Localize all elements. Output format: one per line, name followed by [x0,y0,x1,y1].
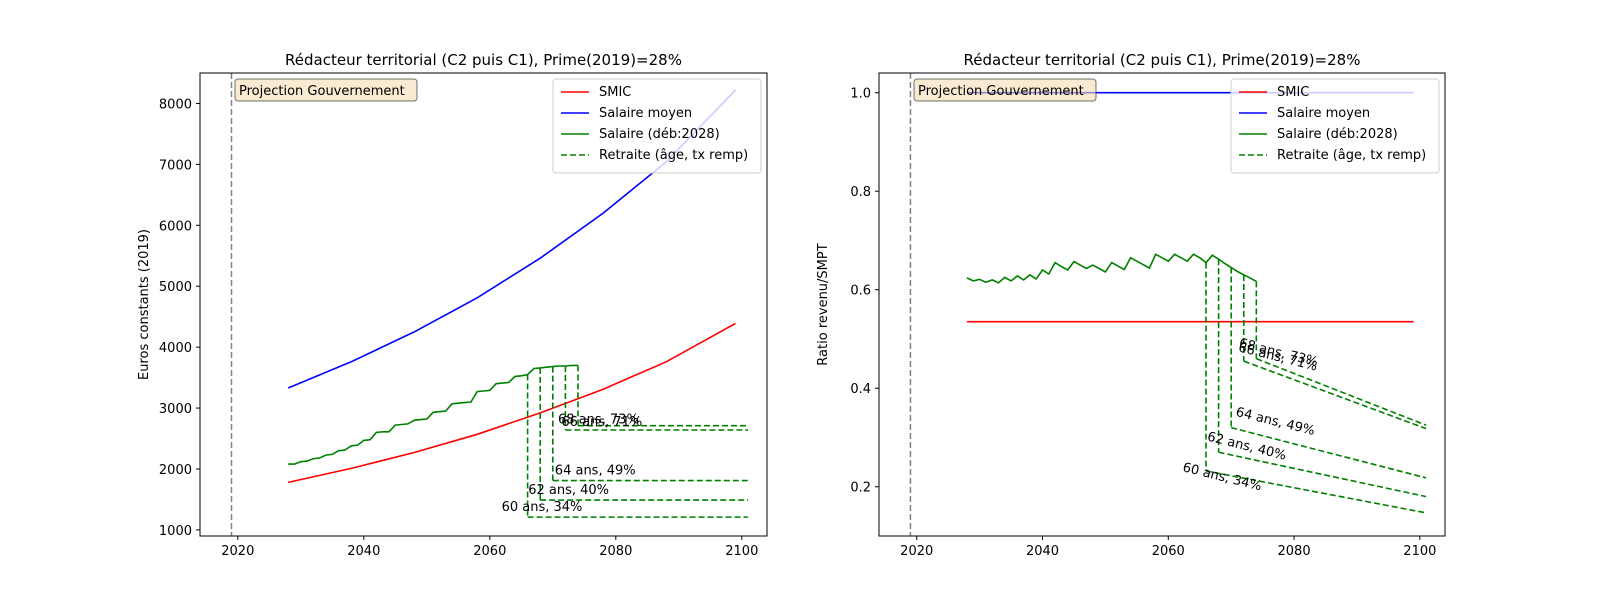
legend-box [552,78,762,174]
series-line-salaire-d-b-2028 [966,253,1257,284]
annotation-box [913,78,1097,102]
pension-line [1205,470,1427,514]
y-tick-label: 5000 [159,280,192,295]
x-tick-label: 2080 [1278,544,1311,559]
y-tick-label: 0.2 [850,481,871,496]
y-axis-label: Ratio revenu/SMPT [816,243,831,365]
x-tick-label: 2020 [221,544,254,559]
legend-label: SMIC [599,85,631,100]
pension-line [1256,357,1427,426]
pension-label: 64 ans, 49% [555,464,636,479]
pension-label: 62 ans, 40% [528,483,609,498]
x-tick-label: 2060 [1152,544,1185,559]
annotation-text: Projection Gouvernement [918,84,1084,99]
annotation-text: Projection Gouvernement [239,84,405,99]
legend-box [1230,78,1440,174]
legend-label: Salaire moyen [1277,106,1370,121]
legend-label: Retraite (âge, tx remp) [1277,148,1426,163]
x-tick-label: 2100 [725,544,758,559]
legend-label: Salaire (déb:2028) [599,127,720,142]
pension-label: 68 ans, 73% [558,413,639,428]
y-tick-label: 4000 [159,341,192,356]
legend-label: Salaire moyen [599,106,692,121]
series-line-salaire-d-b-2028 [288,364,578,465]
y-tick-label: 1.0 [850,87,871,102]
y-tick-label: 0.8 [850,185,871,200]
x-tick-label: 2040 [1026,544,1059,559]
chart-title: Rédacteur territorial (C2 puis C1), Prim… [964,51,1361,69]
pension-label: 60 ans, 34% [502,500,583,515]
chart-title: Rédacteur territorial (C2 puis C1), Prim… [285,51,682,69]
y-tick-label: 3000 [159,402,192,417]
axes-frame [878,72,1446,537]
legend-label: Salaire (déb:2028) [1277,127,1398,142]
pension-line [1243,360,1427,430]
y-axis-label: Euros constants (2019) [137,229,152,380]
left-chart-panel: Rédacteur territorial (C2 puis C1), Prim… [137,51,768,559]
y-tick-label: 6000 [159,219,192,234]
y-tick-label: 0.6 [850,284,871,299]
pension-line [1230,426,1427,479]
series-line-smic [288,322,736,484]
y-tick-label: 2000 [159,463,192,478]
y-tick-label: 7000 [159,158,192,173]
legend-label: Retraite (âge, tx remp) [599,148,748,163]
y-tick-label: 8000 [159,97,192,112]
annotation-box [234,78,418,102]
pension-line [1218,451,1427,498]
pension-label: 66 ans, 71% [561,415,642,430]
x-tick-label: 2100 [1403,544,1436,559]
y-tick-label: 0.4 [850,382,871,397]
x-tick-label: 2020 [900,544,933,559]
x-tick-label: 2040 [347,544,380,559]
axes-frame [199,72,768,537]
x-tick-label: 2080 [599,544,632,559]
legend-label: SMIC [1277,85,1309,100]
y-tick-label: 1000 [159,524,192,539]
x-tick-label: 2060 [473,544,506,559]
